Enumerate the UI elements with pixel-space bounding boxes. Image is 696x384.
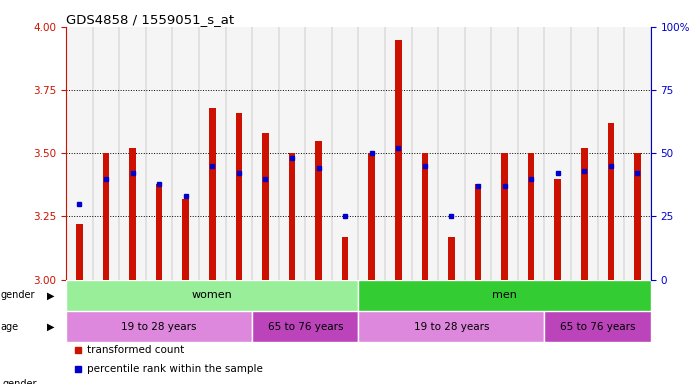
- Text: percentile rank within the sample: percentile rank within the sample: [86, 364, 262, 374]
- Bar: [209, 108, 216, 280]
- Bar: [173, 27, 199, 280]
- Bar: [289, 153, 295, 280]
- Bar: [315, 141, 322, 280]
- Bar: [306, 27, 332, 280]
- Bar: [182, 199, 189, 280]
- Bar: [103, 153, 109, 280]
- Bar: [624, 27, 651, 280]
- Bar: [129, 148, 136, 280]
- Text: 19 to 28 years: 19 to 28 years: [121, 322, 197, 332]
- Bar: [93, 27, 119, 280]
- Bar: [448, 237, 454, 280]
- Bar: [156, 184, 162, 280]
- Bar: [66, 27, 93, 280]
- Bar: [235, 113, 242, 280]
- Text: men: men: [492, 290, 517, 300]
- Bar: [501, 153, 508, 280]
- Bar: [278, 27, 306, 280]
- Text: age: age: [1, 322, 19, 332]
- Text: ▶: ▶: [47, 290, 54, 300]
- Bar: [76, 224, 83, 280]
- Bar: [358, 27, 385, 280]
- Text: 19 to 28 years: 19 to 28 years: [413, 322, 489, 332]
- Text: transformed count: transformed count: [86, 345, 184, 355]
- Bar: [581, 148, 587, 280]
- Bar: [332, 27, 358, 280]
- Bar: [608, 123, 614, 280]
- Text: women: women: [192, 290, 232, 300]
- Bar: [465, 27, 491, 280]
- Bar: [199, 27, 226, 280]
- Bar: [358, 280, 651, 311]
- Text: ▶: ▶: [47, 322, 54, 332]
- Bar: [358, 311, 544, 342]
- Bar: [342, 237, 349, 280]
- Bar: [66, 280, 358, 311]
- Bar: [438, 27, 465, 280]
- Bar: [252, 27, 278, 280]
- Text: GDS4858 / 1559051_s_at: GDS4858 / 1559051_s_at: [66, 13, 235, 26]
- Bar: [571, 27, 598, 280]
- Bar: [368, 153, 375, 280]
- Bar: [491, 27, 518, 280]
- Bar: [119, 27, 146, 280]
- Bar: [252, 311, 358, 342]
- Bar: [634, 153, 641, 280]
- Bar: [146, 27, 173, 280]
- Bar: [544, 311, 651, 342]
- Bar: [598, 27, 624, 280]
- Bar: [518, 27, 544, 280]
- Bar: [555, 179, 561, 280]
- Bar: [528, 153, 535, 280]
- Bar: [411, 27, 438, 280]
- Text: 65 to 76 years: 65 to 76 years: [560, 322, 635, 332]
- Bar: [66, 311, 252, 342]
- Bar: [262, 133, 269, 280]
- Bar: [544, 27, 571, 280]
- Bar: [475, 184, 482, 280]
- Text: gender: gender: [2, 379, 37, 384]
- Text: gender: gender: [1, 290, 35, 300]
- Bar: [226, 27, 252, 280]
- Text: 65 to 76 years: 65 to 76 years: [267, 322, 343, 332]
- Bar: [422, 153, 428, 280]
- Bar: [385, 27, 411, 280]
- Bar: [395, 40, 402, 280]
